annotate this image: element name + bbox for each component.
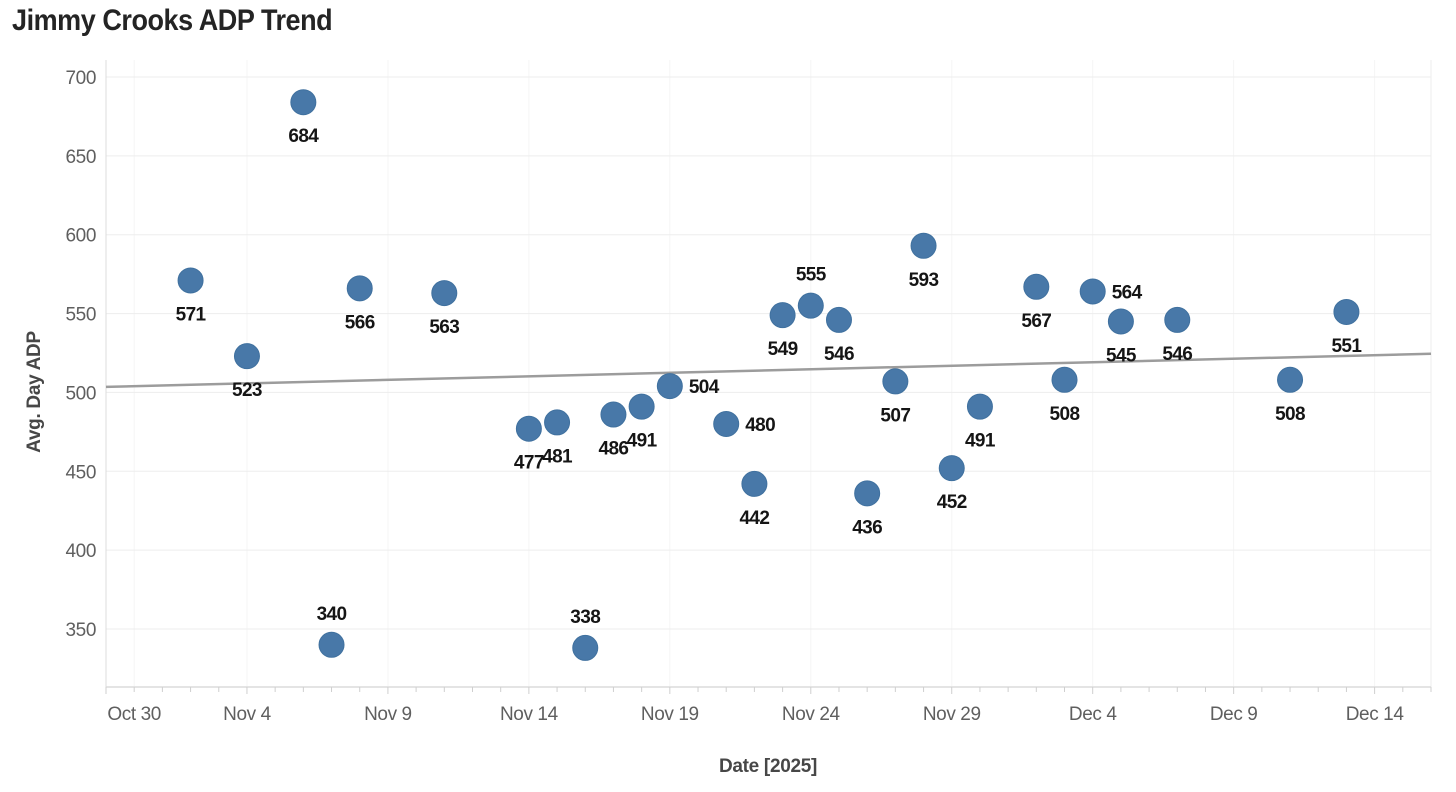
data-point[interactable] — [938, 455, 965, 482]
data-point[interactable] — [1107, 308, 1134, 335]
data-point-label: 546 — [1162, 344, 1192, 365]
data-point-label: 508 — [1275, 404, 1305, 425]
data-point-label: 340 — [317, 604, 347, 625]
data-point[interactable] — [572, 634, 599, 661]
data-point-label: 549 — [768, 339, 798, 360]
x-tick-label: Nov 14 — [500, 704, 559, 725]
horizontal-gridlines — [106, 76, 1431, 630]
data-point-label: 571 — [176, 304, 207, 325]
data-point[interactable] — [628, 393, 655, 420]
x-tick-label: Nov 9 — [364, 704, 412, 725]
data-point[interactable] — [966, 393, 993, 420]
data-point[interactable] — [1079, 278, 1106, 305]
data-point-label: 567 — [1021, 311, 1051, 332]
x-axis-ticks — [105, 687, 1432, 694]
y-tick-label: 400 — [65, 541, 96, 562]
plot-frame — [105, 60, 1432, 688]
data-point-label: 486 — [598, 439, 628, 460]
data-point[interactable] — [854, 480, 881, 507]
x-tick-label: Nov 29 — [923, 704, 981, 725]
data-point-label: 564 — [1112, 282, 1143, 303]
trend-line-segment — [105, 352, 1432, 389]
x-tick-label: Dec 14 — [1346, 704, 1405, 725]
data-point[interactable] — [713, 410, 740, 437]
x-axis-title: Date [2025] — [719, 756, 817, 777]
data-point[interactable] — [233, 343, 260, 370]
data-point-label: 452 — [937, 492, 967, 513]
y-tick-label: 450 — [65, 462, 96, 483]
x-tick-label: Nov 4 — [223, 704, 271, 725]
data-point-label: 507 — [880, 405, 910, 426]
y-axis-title: Avg. Day ADP — [24, 331, 45, 453]
data-point[interactable] — [431, 280, 458, 307]
data-point[interactable] — [346, 275, 373, 302]
y-tick-label: 650 — [65, 147, 96, 168]
data-point-label: 523 — [232, 380, 262, 401]
data-point-label: 551 — [1331, 336, 1362, 357]
data-point-label: 546 — [824, 344, 854, 365]
data-point[interactable] — [1051, 366, 1078, 393]
x-tick-label: Oct 30 — [107, 704, 161, 725]
data-point-label: 480 — [745, 415, 775, 436]
chart-title: Jimmy Crooks ADP Trend — [12, 4, 333, 37]
data-point[interactable] — [656, 373, 683, 400]
data-point[interactable] — [515, 415, 542, 442]
data-point[interactable] — [290, 89, 317, 116]
data-point-label: 563 — [429, 317, 459, 338]
data-point-label: 684 — [288, 126, 319, 147]
data-point[interactable] — [544, 409, 571, 436]
data-point-label: 442 — [739, 508, 769, 529]
x-tick-label: Nov 24 — [782, 704, 841, 725]
data-point[interactable] — [177, 267, 204, 294]
data-point-label: 566 — [345, 312, 375, 333]
data-point-label: 593 — [909, 270, 939, 291]
data-point-label: 504 — [689, 377, 720, 398]
data-point[interactable] — [1164, 306, 1191, 333]
vertical-gridlines — [133, 60, 1376, 687]
data-point-label: 491 — [965, 431, 996, 452]
y-tick-label: 500 — [65, 383, 96, 404]
data-point-label: 555 — [796, 265, 827, 286]
data-point-label: 491 — [627, 431, 658, 452]
data-point[interactable] — [825, 306, 852, 333]
data-point[interactable] — [318, 631, 345, 658]
data-point-label: 338 — [570, 607, 600, 628]
y-tick-labels: 700 650 600 550 500 450 400 350 — [65, 68, 96, 641]
data-point-label: 508 — [1050, 404, 1080, 425]
data-point[interactable] — [910, 232, 937, 259]
y-tick-label: 350 — [65, 620, 96, 641]
data-point[interactable] — [769, 302, 796, 329]
trend-line — [105, 352, 1432, 389]
data-point-label: 545 — [1106, 345, 1137, 366]
y-tick-label: 600 — [65, 226, 96, 247]
data-point[interactable] — [600, 401, 627, 428]
data-point[interactable] — [1333, 298, 1360, 325]
data-point-label: 436 — [852, 517, 882, 538]
y-tick-label: 700 — [65, 68, 96, 89]
data-point[interactable] — [741, 470, 768, 497]
data-point[interactable] — [1277, 366, 1304, 393]
x-tick-labels: Oct 30 Nov 4 Nov 9 Nov 14 Nov 19 Nov 24 Nov 29… — [107, 704, 1404, 725]
data-points — [177, 89, 1360, 661]
x-tick-label: Nov 19 — [641, 704, 699, 725]
data-point-label: 481 — [542, 446, 573, 467]
y-tick-label: 550 — [65, 305, 96, 326]
data-point[interactable] — [797, 292, 824, 319]
x-tick-label: Dec 9 — [1210, 704, 1258, 725]
data-point[interactable] — [882, 368, 909, 395]
data-point-label: 477 — [514, 453, 544, 474]
x-tick-label: Dec 4 — [1069, 704, 1117, 725]
data-point[interactable] — [1023, 273, 1050, 300]
